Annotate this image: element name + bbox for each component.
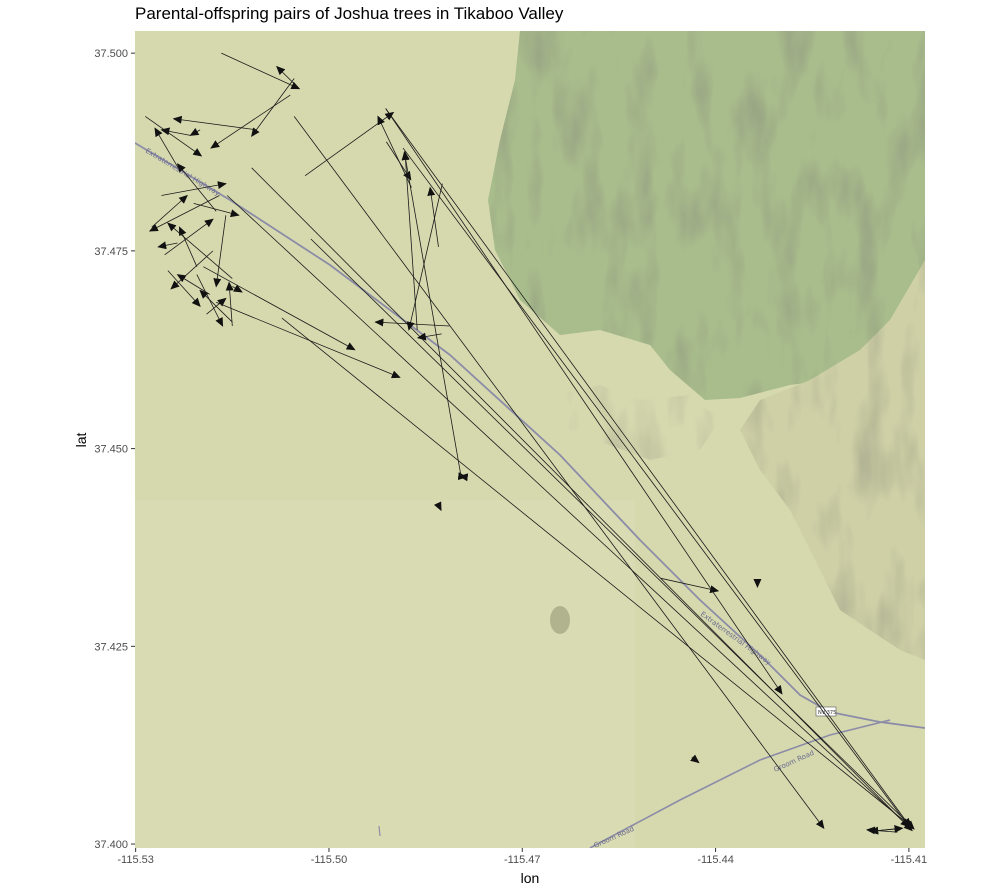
parent-offspring-arrow [385, 108, 911, 828]
parent-offspring-arrow [660, 577, 720, 594]
x-tick-label: -115.44 [697, 854, 734, 866]
y-tick-label: 37.400 [94, 839, 128, 851]
parent-offspring-arrow [458, 473, 469, 482]
parent-offspring-arrow [221, 52, 301, 90]
parent-offspring-arrow [189, 127, 201, 136]
mountain-shading-east [740, 260, 925, 660]
mountain-shading-north [488, 31, 925, 400]
road-groom [589, 719, 891, 848]
parent-offspring-arrow [157, 241, 178, 250]
parent-offspring-arrow [406, 183, 443, 331]
parent-offspring-arrow [225, 281, 234, 327]
parent-offspring-arrow [385, 108, 783, 695]
parent-offspring-arrow [416, 332, 442, 341]
x-tick-label: -115.47 [504, 854, 541, 866]
y-axis: 37.400 37.425 37.450 37.475 37.500 [94, 48, 135, 851]
parent-offspring-arrow [402, 147, 911, 830]
parent-offspring-arrow [193, 203, 240, 218]
parent-offspring-arrow [210, 94, 291, 149]
parent-offspring-arrow [167, 270, 201, 307]
parent-offspring-arrow [401, 151, 418, 330]
basemap-panel: Extraterrestrial Highway Extraterrestria… [135, 31, 925, 848]
y-tick-label: 37.425 [94, 641, 128, 653]
parent-offspring-arrow [401, 151, 462, 477]
parent-offspring-arrow [154, 127, 179, 169]
parent-offspring-arrow [199, 289, 233, 323]
parent-offspring-arrow [866, 826, 898, 835]
parent-offspring-arrow [251, 78, 295, 137]
parent-offspring-arrow [151, 194, 188, 228]
parent-offspring-arrow [293, 116, 825, 830]
parent-offspring-arrows [145, 52, 915, 835]
parent-offspring-arrow [179, 226, 198, 267]
y-axis-title: lat [73, 433, 89, 448]
parent-offspring-arrow [145, 116, 203, 157]
parent-offspring-arrow [164, 218, 214, 256]
x-tick-label: -115.50 [311, 854, 348, 866]
hills-central [555, 385, 720, 460]
x-tick-label: -115.41 [891, 854, 928, 866]
parent-offspring-arrow [176, 163, 217, 212]
parent-offspring-arrow [161, 181, 227, 196]
parent-offspring-arrow [172, 115, 257, 131]
track-segment [378, 825, 381, 837]
parent-offspring-arrow [433, 501, 442, 512]
y-tick-label: 37.475 [94, 246, 128, 258]
parent-offspring-arrow [251, 167, 913, 832]
y-tick-label: 37.500 [94, 48, 128, 60]
road-extraterrestrial-highway [135, 142, 925, 729]
lowland-tint [135, 500, 635, 848]
parent-offspring-arrow [213, 215, 227, 288]
parent-offspring-arrow [226, 195, 910, 828]
parent-offspring-arrow [203, 266, 356, 351]
x-tick-label: -115.53 [117, 854, 154, 866]
parent-offspring-arrow [690, 754, 700, 764]
parent-offspring-arrow [167, 222, 233, 279]
hill-small [550, 606, 570, 634]
parent-offspring-arrow [196, 274, 224, 327]
parent-offspring-arrow [232, 284, 243, 293]
parent-offspring-arrow [281, 317, 915, 829]
plot-title: Parental-offspring pairs of Joshua trees… [135, 4, 564, 23]
y-tick-label: 37.450 [94, 444, 128, 456]
x-axis: -115.53 -115.50 -115.47 -115.44 -115.41 [117, 848, 927, 866]
parent-offspring-arrow [310, 238, 915, 830]
x-axis-title: lon [521, 870, 540, 886]
parent-offspring-arrow [216, 301, 401, 379]
